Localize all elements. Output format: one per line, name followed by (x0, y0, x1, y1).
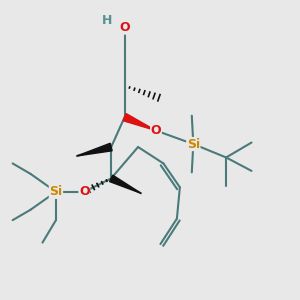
Text: Si: Si (187, 137, 200, 151)
Text: O: O (79, 185, 90, 198)
Text: H: H (101, 14, 112, 27)
Text: O: O (151, 124, 161, 137)
Text: O: O (119, 21, 130, 34)
Polygon shape (77, 143, 112, 156)
Polygon shape (110, 175, 141, 193)
Polygon shape (123, 114, 156, 130)
Text: Si: Si (50, 185, 62, 198)
